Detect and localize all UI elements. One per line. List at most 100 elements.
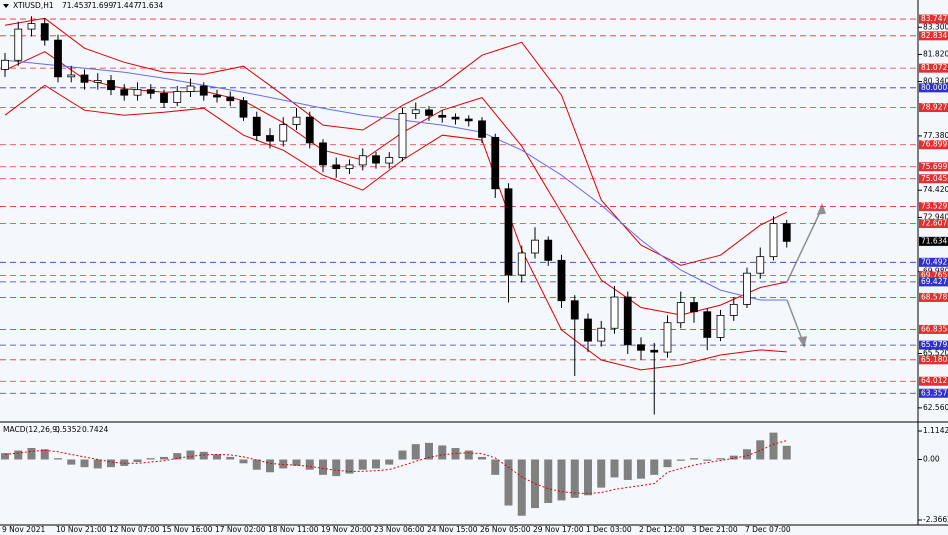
level-label: 72.607 (921, 219, 947, 228)
candle-body (464, 118, 473, 122)
y-tick-label: 83.300 (923, 22, 948, 31)
level-label: 81.072 (921, 63, 947, 72)
candle-body (716, 314, 725, 338)
macd-bar (756, 440, 765, 460)
macd-bar (478, 456, 486, 460)
level-box (919, 271, 948, 281)
candle-body (80, 74, 89, 83)
macd-bar (279, 459, 288, 469)
level-box (919, 324, 948, 334)
candle-body (756, 256, 765, 274)
menu-icon[interactable] (3, 4, 9, 8)
level-box (919, 388, 948, 398)
y-tick-label: 1.1142 (923, 426, 948, 435)
candle-body (93, 80, 102, 83)
macd-bar (650, 459, 659, 475)
candle-body (133, 89, 142, 96)
ohlc-low: 71.447 (112, 1, 138, 10)
price-box (919, 236, 948, 246)
level-label: 63.357 (921, 388, 947, 397)
candle-body (743, 272, 751, 305)
macd-bar (67, 459, 76, 465)
level-label: 69.765 (921, 271, 947, 280)
x-tick-label: 3 Dec 21:00 (692, 525, 738, 534)
y-tick-label: 74.420 (923, 185, 948, 194)
candle-body (478, 120, 486, 138)
candle-body (292, 116, 301, 125)
arrow-head (797, 336, 807, 348)
macd-bar (544, 459, 553, 503)
candle-body (252, 116, 261, 136)
macd-bar (623, 459, 632, 480)
current-price: 71.634 (921, 236, 947, 245)
candle-body (531, 239, 539, 254)
arrow-head (816, 203, 827, 215)
x-tick-label: 24 Nov 15:00 (427, 525, 478, 534)
candle-body (557, 259, 566, 302)
x-tick-label: 23 Nov 06:00 (374, 525, 425, 534)
candle-body (690, 302, 698, 313)
macd-bar (676, 459, 685, 461)
x-tick-label: 19 Nov 20:00 (321, 525, 372, 534)
macd-title: MACD(12,26,9) (3, 425, 60, 434)
candle-body (650, 349, 659, 353)
macd-bar (345, 459, 354, 474)
candle-body (729, 303, 738, 316)
candle-body (332, 164, 341, 169)
candle-body (411, 109, 420, 114)
candle-body (266, 135, 274, 142)
macd-bar (93, 459, 102, 469)
candle-body (425, 109, 433, 116)
macd-bar (782, 445, 791, 460)
candle-body (160, 92, 168, 103)
macd-bar (146, 458, 155, 460)
candle-body (226, 96, 235, 102)
macd-bar (266, 459, 274, 473)
level-label: 68.578 (921, 292, 947, 301)
candle-body (769, 223, 778, 258)
macd-bar (425, 442, 433, 460)
macd-bar (451, 447, 460, 460)
projection-up (786, 207, 823, 283)
level-label: 75.045 (921, 174, 947, 183)
macd-bar (186, 450, 195, 460)
candle-body (279, 124, 288, 142)
signal-value: 0.7424 (82, 425, 108, 434)
level-box (919, 103, 948, 113)
macd-bar (173, 453, 182, 460)
macd-bar (372, 459, 380, 469)
y-tick-label: 72.940 (923, 212, 948, 221)
candle-body (438, 114, 447, 118)
macd-bar (663, 459, 672, 468)
candle-body (610, 296, 619, 329)
level-label: 65.180 (921, 355, 947, 364)
y-tick-label: 62.560 (923, 403, 948, 412)
macd-bar (292, 459, 301, 466)
macd-bar (226, 456, 235, 460)
signal-line (4, 440, 787, 495)
level-box (919, 202, 948, 212)
candle-body (27, 23, 36, 30)
macd-bar (160, 456, 168, 460)
y-tick-label: 80.340 (923, 77, 948, 86)
symbol: XTIUSD,H1 (13, 1, 54, 10)
candle-body (173, 91, 182, 103)
level-box (919, 140, 948, 150)
macd-bar (199, 451, 208, 460)
macd-bar (332, 459, 341, 477)
macd-bar (107, 459, 115, 468)
candle-body (54, 39, 62, 78)
macd-bar (358, 459, 367, 470)
level-box (919, 14, 948, 24)
level-box (919, 31, 948, 41)
candle-body (451, 116, 460, 120)
projection-down (786, 299, 804, 343)
level-label: 75.699 (921, 162, 947, 171)
macd-bar (716, 458, 725, 460)
x-tick-label: 17 Nov 02:00 (215, 525, 266, 534)
macd-bar (133, 459, 142, 463)
ohlc-close: 71.634 (137, 1, 163, 10)
candle-body (491, 136, 500, 190)
level-label: 64.012 (921, 376, 947, 385)
